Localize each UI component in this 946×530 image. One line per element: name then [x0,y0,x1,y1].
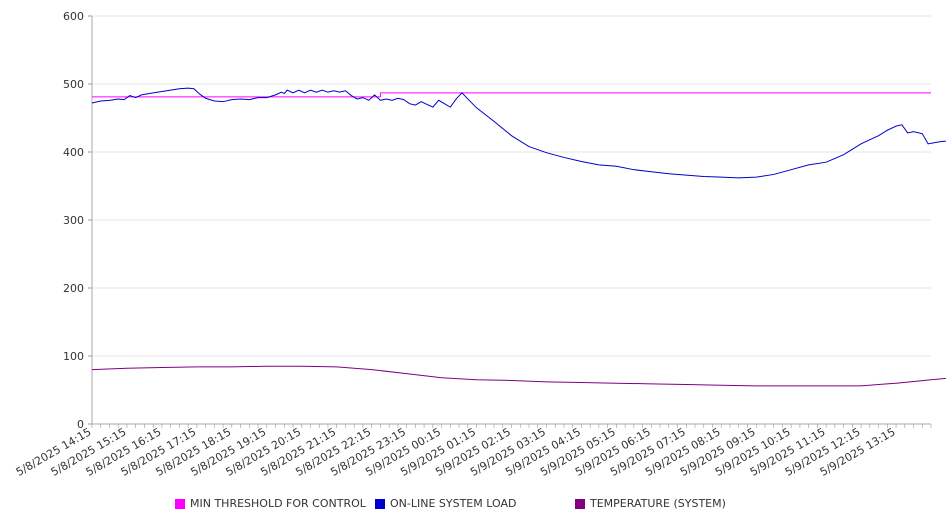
y-tick-label: 100 [63,350,84,363]
legend-item[interactable]: MIN THRESHOLD FOR CONTROL [175,497,366,510]
legend-swatch [175,498,185,509]
x-tick-labels: 5/8/2025 14:155/8/2025 15:155/8/2025 16:… [14,425,898,479]
series-line-temperature-system [91,365,946,387]
axes [88,15,932,428]
y-tick-label: 0 [77,418,84,431]
legend-item[interactable]: ON-LINE SYSTEM LOAD [375,497,516,510]
y-tick-label: 300 [63,214,84,227]
legend-label: MIN THRESHOLD FOR CONTROL [190,497,366,510]
legend-swatch [375,498,385,509]
series-line-min-threshold-for-control [92,92,931,98]
grid-lines [92,15,931,357]
series-line-on-line-system-load [91,87,946,179]
series-lines [91,87,946,387]
y-tick-label: 200 [63,282,84,295]
legend-item[interactable]: TEMPERATURE (SYSTEM) [575,497,726,510]
legend-label: ON-LINE SYSTEM LOAD [390,497,517,510]
y-tick-label: 500 [63,78,84,91]
y-tick-label: 600 [63,10,84,23]
y-tick-labels: 0 100 200 300 400 500 600 [63,10,84,431]
chart-legend: MIN THRESHOLD FOR CONTROL ON-LINE SYSTEM … [0,497,946,515]
y-tick-label: 400 [63,146,84,159]
legend-label: TEMPERATURE (SYSTEM) [590,497,726,510]
legend-swatch [575,498,585,509]
